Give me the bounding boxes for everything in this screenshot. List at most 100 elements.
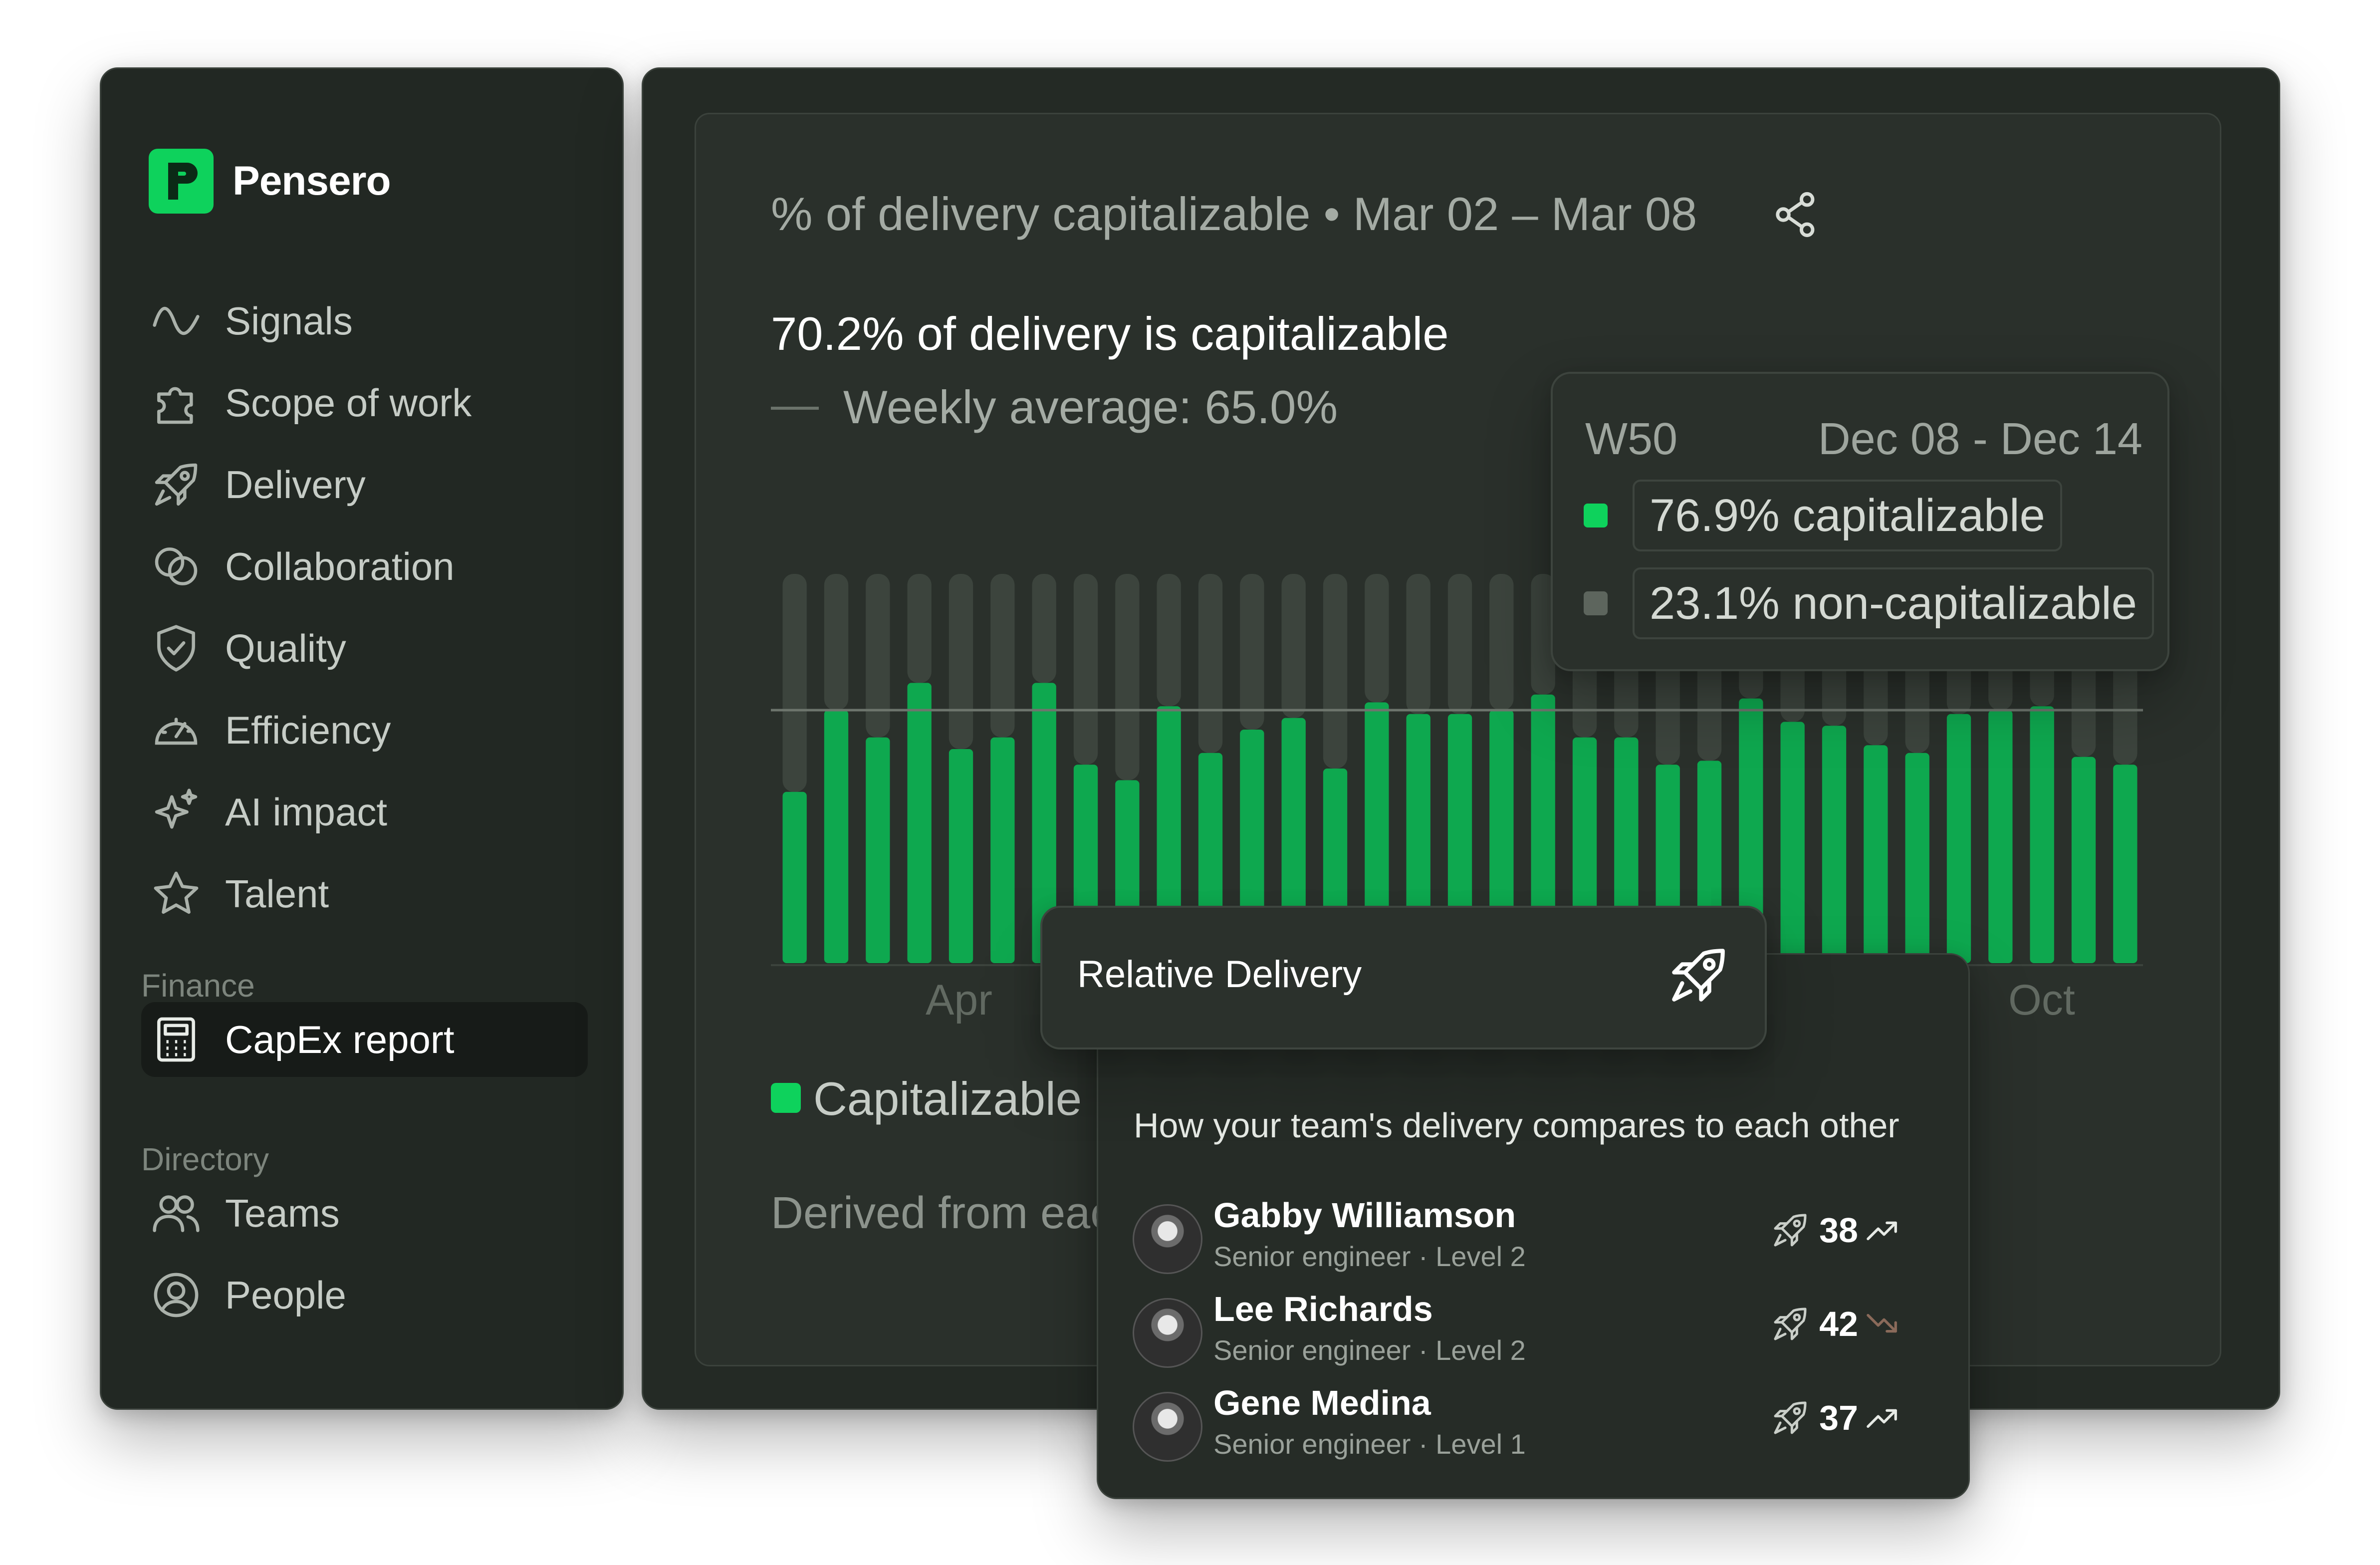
bar-non-capitalizable	[1447, 574, 1472, 714]
bar-capitalizable	[1406, 714, 1430, 963]
headline: 70.2% of delivery is capitalizable	[771, 307, 1449, 360]
rocket-icon	[1774, 1307, 1807, 1340]
weekly-average-label: Weekly average: 65.0%	[843, 381, 1338, 433]
person-name: Gene Medina	[1213, 1383, 1431, 1422]
capitalizable-swatch	[1584, 504, 1608, 527]
relative-delivery-header[interactable]: Relative Delivery	[1040, 906, 1767, 1049]
tooltip-row-capitalizable: 76.9% capitalizable	[1584, 480, 2062, 551]
bar-capitalizable	[1240, 730, 1264, 963]
bar-non-capitalizable	[1073, 574, 1098, 765]
bar-non-capitalizable	[907, 574, 932, 683]
app-name: Pensero	[233, 158, 391, 204]
person-row[interactable]: Gene Medina Senior engineer · Level 1 37	[1133, 1383, 1936, 1468]
sidebar-item-quality[interactable]: Quality	[141, 611, 588, 686]
tooltip-capitalizable-value: 76.9% capitalizable	[1633, 480, 2062, 551]
bar-capitalizable	[1531, 694, 1555, 963]
score-value: 37	[1819, 1398, 1858, 1437]
sidebar-item-collaboration[interactable]: Collaboration	[141, 529, 588, 604]
bar-capitalizable	[2030, 706, 2054, 963]
bar-capitalizable	[1032, 683, 1056, 963]
tooltip-date-range: Dec 08 - Dec 14	[1818, 414, 2142, 464]
bar-non-capitalizable	[990, 574, 1015, 738]
bar-capitalizable	[1864, 745, 1888, 963]
bar-capitalizable	[2071, 757, 2096, 963]
sidebar: Pensero Signals Scope of work Delivery C…	[100, 67, 624, 1410]
average-line-swatch	[771, 407, 819, 410]
bar-non-capitalizable	[949, 574, 973, 749]
sidebar-item-label: AI impact	[225, 789, 388, 834]
sidebar-item-efficiency[interactable]: Efficiency	[141, 693, 588, 768]
bar-capitalizable	[1988, 710, 2013, 963]
bar-non-capitalizable	[1032, 574, 1056, 683]
bar-capitalizable	[1281, 718, 1306, 963]
bar-capitalizable	[2113, 765, 2138, 963]
wave-icon	[148, 293, 204, 349]
bar-non-capitalizable	[1157, 574, 1181, 707]
sidebar-item-label: Delivery	[225, 462, 366, 507]
bar-capitalizable	[866, 737, 890, 963]
bar-capitalizable	[1489, 710, 1514, 963]
bar-capitalizable	[1739, 698, 1763, 963]
sidebar-item-talent[interactable]: Talent	[141, 856, 588, 931]
delivery-score: 42	[1770, 1304, 1900, 1344]
bar-non-capitalizable	[1406, 574, 1430, 714]
bar-non-capitalizable	[1240, 574, 1264, 730]
score-value: 38	[1819, 1211, 1858, 1250]
share-icon[interactable]	[1770, 189, 1822, 241]
circles-icon	[148, 538, 204, 594]
bar-capitalizable	[1780, 722, 1805, 963]
sidebar-item-label: Talent	[225, 871, 329, 916]
bar-non-capitalizable	[866, 574, 890, 738]
bar-capitalizable	[1905, 753, 1929, 963]
sidebar-item-teams[interactable]: Teams	[141, 1176, 588, 1251]
bar-capitalizable	[1157, 706, 1181, 963]
tooltip-non-capitalizable-value: 23.1% non-capitalizable	[1633, 567, 2154, 639]
user-circle-icon	[148, 1267, 204, 1323]
derived-note: Derived from eac	[771, 1188, 1113, 1238]
sidebar-item-ai-impact[interactable]: AI impact	[141, 775, 588, 849]
sidebar-item-label: Scope of work	[225, 380, 472, 425]
sidebar-item-people[interactable]: People	[141, 1258, 588, 1332]
rocket-icon	[148, 457, 204, 513]
bar-capitalizable	[1365, 702, 1389, 963]
sidebar-item-label: Collaboration	[225, 544, 455, 588]
sidebar-item-scope-of-work[interactable]: Scope of work	[141, 365, 588, 440]
bar-non-capitalizable	[1489, 574, 1514, 710]
bar-non-capitalizable	[782, 574, 807, 792]
sidebar-item-label: Signals	[225, 298, 353, 343]
avatar	[1133, 1298, 1202, 1368]
person-role: Senior engineer · Level 2	[1213, 1334, 1526, 1366]
directory-section-label: Directory	[141, 1141, 269, 1177]
rocket-icon	[1774, 1401, 1807, 1434]
sidebar-item-capex-report[interactable]: CapEx report	[141, 1002, 588, 1077]
bar-capitalizable	[782, 791, 807, 963]
tooltip-week: W50	[1585, 414, 1678, 464]
person-row[interactable]: Lee Richards Senior engineer · Level 2 4…	[1133, 1289, 1936, 1374]
calculator-icon	[148, 1012, 204, 1067]
sidebar-item-signals[interactable]: Signals	[141, 283, 588, 358]
legend-label: Capitalizable	[813, 1072, 1082, 1125]
relative-delivery-subtitle: How your team's delivery compares to eac…	[1134, 1106, 1900, 1145]
shield-check-icon	[148, 620, 204, 676]
avatar	[1133, 1204, 1202, 1274]
delivery-score: 38	[1770, 1210, 1900, 1250]
sidebar-item-delivery[interactable]: Delivery	[141, 447, 588, 522]
sidebar-item-label: CapEx report	[225, 1017, 455, 1061]
person-role: Senior engineer · Level 2	[1213, 1241, 1526, 1272]
brand[interactable]: Pensero	[149, 149, 391, 214]
rocket-icon	[1666, 943, 1731, 1008]
tooltip-row-non-capitalizable: 23.1% non-capitalizable	[1584, 567, 2154, 639]
pensero-logo-icon	[149, 149, 214, 214]
delivery-score: 37	[1770, 1398, 1900, 1438]
trend-up-icon	[1867, 1409, 1897, 1428]
x-tick-label: Apr	[926, 976, 992, 1024]
trend-down-icon	[1867, 1313, 1897, 1333]
person-row[interactable]: Gabby Williamson Senior engineer · Level…	[1133, 1195, 1936, 1280]
bar-non-capitalizable	[1115, 574, 1140, 781]
sparkle-icon	[148, 784, 204, 840]
gauge-icon	[148, 702, 204, 758]
bar-non-capitalizable	[1531, 574, 1555, 695]
non-capitalizable-swatch	[1584, 591, 1608, 615]
chart-title: % of delivery capitalizable • Mar 02 – M…	[771, 188, 1697, 240]
users-icon	[148, 1185, 204, 1241]
